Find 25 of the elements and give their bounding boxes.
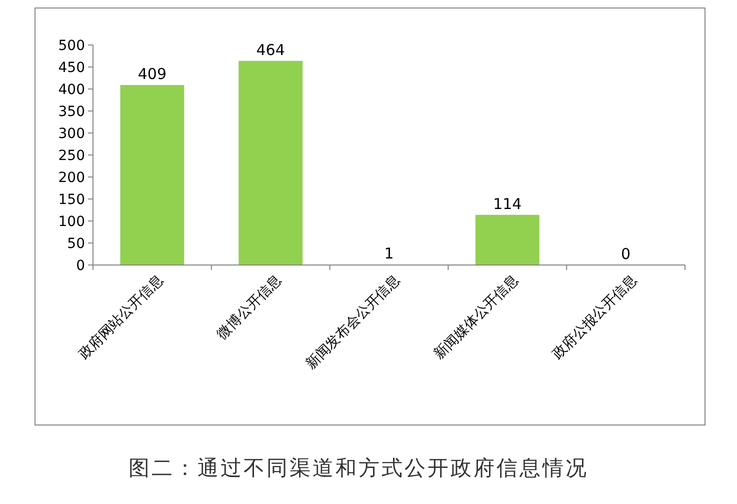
y-tick-label: 500	[58, 38, 85, 54]
x-tick-label: 微博公开信息	[214, 272, 285, 343]
x-tick-label: 政府网站公开信息	[76, 272, 166, 362]
data-label: 114	[493, 194, 522, 213]
y-tick-label: 150	[58, 192, 85, 208]
y-tick-label: 250	[58, 148, 85, 164]
y-tick-label: 0	[76, 258, 85, 274]
text: 图二：通过不同渠道和方式公开政府信息情况	[128, 456, 588, 480]
y-tick-label: 350	[58, 104, 85, 120]
x-tick-label: 新闻媒体公开信息	[431, 272, 522, 362]
y-tick-label: 100	[58, 214, 85, 230]
y-tick-label: 300	[58, 126, 85, 142]
y-tick-label: 450	[58, 60, 85, 76]
y-tick-label: 400	[58, 82, 85, 98]
data-label: 409	[138, 65, 167, 84]
data-label: 464	[256, 40, 285, 59]
bar	[238, 60, 303, 265]
y-tick-label: 50	[67, 236, 85, 252]
bar	[475, 214, 540, 265]
y-tick-label: 200	[58, 170, 85, 186]
bar	[120, 85, 184, 265]
data-label: 1	[384, 244, 394, 263]
x-tick-label: 新闻发布会公开信息	[302, 272, 404, 372]
data-label: 0	[621, 245, 631, 263]
x-tick-label: 政府公报公开信息	[550, 272, 640, 362]
